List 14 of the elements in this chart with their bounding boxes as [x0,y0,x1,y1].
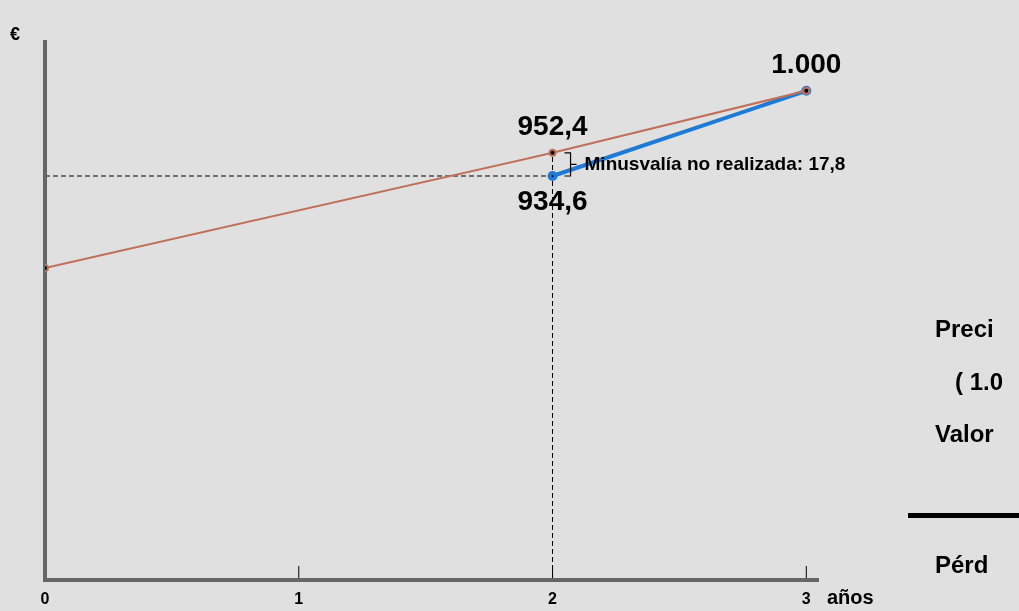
data-label: 1.000 [771,47,842,79]
x-axis-title: años [827,585,874,608]
y-axis-title: € [9,23,21,44]
annotation: Minusvalía no realizada: 17,8 [584,152,846,174]
text: ( 1.0 [955,367,1004,395]
text: Pérd [935,550,989,578]
text: Valor [935,419,994,447]
x-tick-label: 1 [294,590,304,608]
x-tick-label: 2 [548,590,558,608]
text: Preci [935,314,994,342]
data-label: 952,4 [517,109,588,141]
x-tick-label: 0 [40,590,50,608]
data-label: 934,6 [517,184,588,216]
x-tick-label: 3 [801,590,811,608]
